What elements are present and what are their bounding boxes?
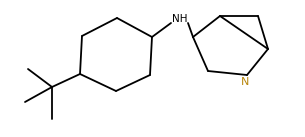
Text: N: N bbox=[241, 77, 249, 87]
Text: NH: NH bbox=[172, 14, 188, 24]
